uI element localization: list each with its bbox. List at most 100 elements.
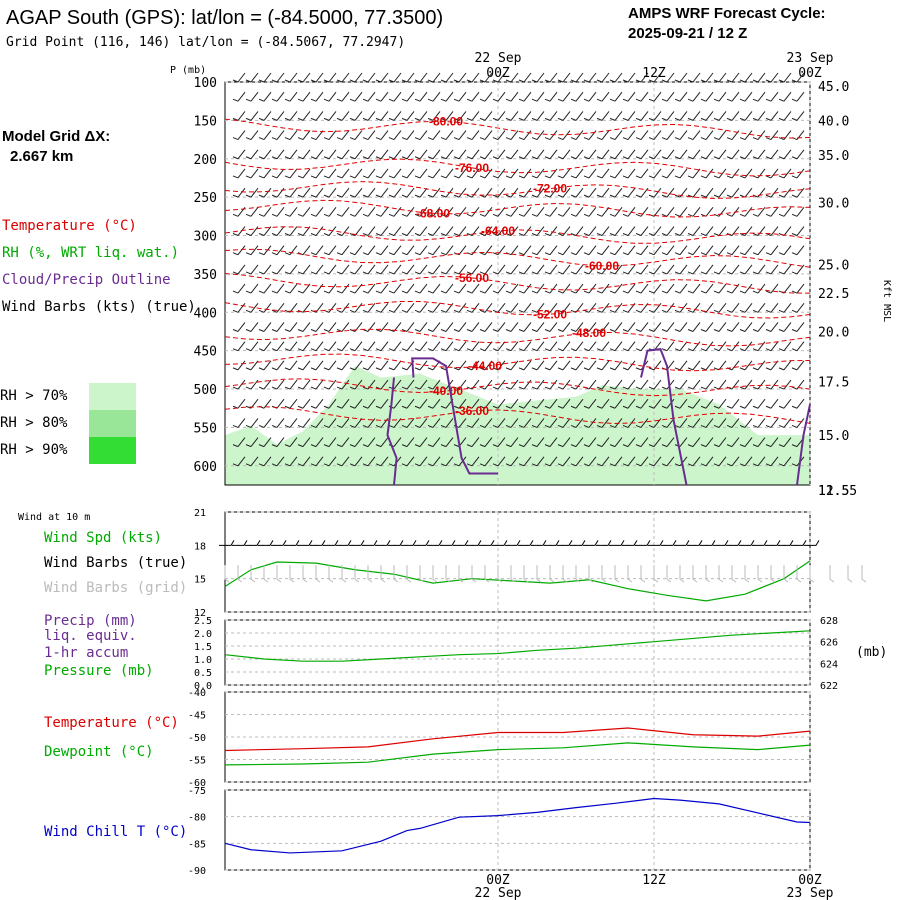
wind-barb [232, 245, 246, 256]
wind-barb [635, 283, 649, 294]
wind-barb [778, 91, 792, 102]
wind-barb [791, 187, 805, 198]
wind-barb [778, 111, 792, 121]
wind-barb [583, 341, 597, 352]
wind-barb [297, 207, 311, 217]
wind-barb [687, 360, 701, 371]
wind-barb [687, 418, 701, 428]
wind-barb-true [336, 540, 352, 546]
wind-barb [375, 360, 389, 371]
wind-barb [232, 360, 246, 371]
contour-label: -36.00 [455, 404, 489, 418]
wind-barb [752, 437, 766, 448]
wind-barb-grid [341, 565, 347, 583]
wind-barb [635, 360, 649, 371]
wind-barb [713, 149, 727, 160]
wind-barb [310, 187, 324, 198]
wind-barb [518, 187, 532, 198]
wind-barb [388, 226, 402, 236]
wind-barb [596, 456, 610, 467]
wind-barb [271, 302, 285, 313]
bottom-time-label: 00Z [486, 873, 510, 888]
wind-barb [479, 187, 493, 198]
wind-barb-grid [523, 565, 529, 583]
temperature-contour [224, 353, 811, 372]
wind-barb [479, 456, 493, 467]
wind-barb-true [635, 540, 651, 546]
wind-barb [284, 91, 298, 102]
wind-barb [635, 168, 649, 179]
pressure-axis-label: P (mb) [170, 65, 206, 76]
y-tick-label: -40 [188, 688, 206, 699]
wind-barb [245, 91, 259, 102]
wind-barb [245, 72, 259, 83]
wind-barb [388, 245, 402, 256]
wind-barb [583, 111, 597, 121]
legend-wind-chill: Wind Chill T (°C) [44, 824, 187, 840]
wind-barb [752, 418, 766, 428]
wind-barb [323, 283, 337, 294]
wind-barb [492, 302, 506, 313]
wind-barb [648, 322, 662, 332]
y-tick-label: 18 [194, 541, 206, 552]
wind-barb [271, 91, 285, 102]
wind-barb [687, 379, 701, 390]
wind-barb [583, 456, 597, 467]
wind-barb-grid [445, 565, 451, 583]
wind-barb-true [700, 540, 716, 546]
wind-barb [687, 264, 701, 275]
wind-barb [375, 111, 389, 121]
wind-barb [479, 226, 493, 236]
wind-barb [713, 283, 727, 294]
cloud-outline [640, 348, 688, 486]
wind-barb [388, 91, 402, 102]
wind-barb [492, 149, 506, 160]
wind-barb [505, 111, 519, 121]
wind-barb [310, 322, 324, 332]
wind-barb [635, 207, 649, 217]
wind-barb [245, 302, 259, 313]
wind-barb [622, 111, 636, 121]
wind-barb [778, 187, 792, 198]
wind-barb [765, 207, 779, 217]
wind-barb [674, 456, 688, 467]
wind-barb [258, 264, 272, 275]
wind-barb [531, 72, 545, 83]
rh-legend-swatch [89, 437, 136, 464]
wind-barb [661, 379, 675, 390]
wind-barb [401, 130, 415, 141]
wind-barb [791, 398, 805, 409]
wind-barb [232, 168, 246, 179]
wind-barb [557, 91, 571, 102]
wind-barb-grid [588, 565, 594, 583]
height-tick-label: 40.0 [818, 114, 849, 129]
wind-barb [271, 168, 285, 179]
wind-barb [401, 283, 415, 294]
wind-barb [765, 130, 779, 141]
wind-barb [648, 379, 662, 390]
y-tick-label: -45 [188, 711, 206, 722]
wind-barb [349, 379, 363, 390]
wind-barb [622, 360, 636, 371]
wind-barb [531, 226, 545, 236]
wind-barb [557, 130, 571, 141]
wind-barb [362, 72, 376, 83]
wind-barb [414, 302, 428, 313]
wind-barb [232, 341, 246, 352]
wind-barb [349, 360, 363, 371]
wind-barb [349, 341, 363, 352]
wind-barb [596, 360, 610, 371]
wind-barb [557, 379, 571, 390]
wind-barb [765, 111, 779, 121]
legend-temperature-surface: Temperature (°C) [44, 715, 179, 731]
wind-barb-true [726, 540, 742, 546]
wind-barb [505, 72, 519, 83]
wind-barb [323, 322, 337, 332]
wind-barb [427, 302, 441, 313]
wind-barb [752, 322, 766, 332]
wind-barb [401, 91, 415, 102]
wind-barb [258, 72, 272, 83]
wind-barb [557, 149, 571, 160]
wind-barb [687, 322, 701, 332]
wind-barb [453, 360, 467, 371]
